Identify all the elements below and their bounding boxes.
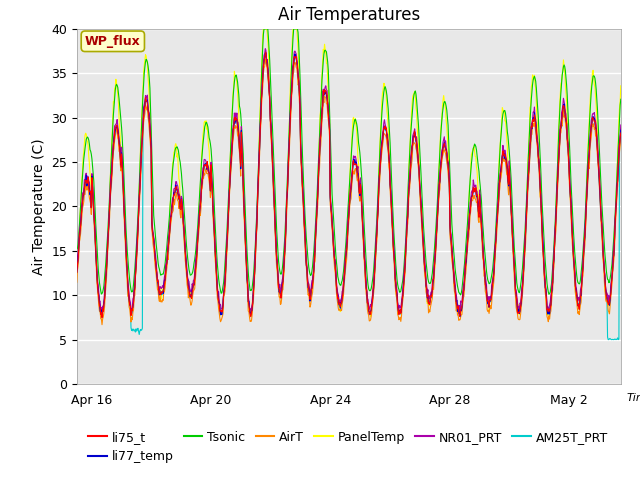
Title: Air Temperatures: Air Temperatures <box>278 6 420 24</box>
Text: Time: Time <box>626 393 640 403</box>
Text: WP_flux: WP_flux <box>85 35 141 48</box>
Y-axis label: Air Temperature (C): Air Temperature (C) <box>31 138 45 275</box>
Legend: li75_t, li77_temp, Tsonic, AirT, PanelTemp, NR01_PRT, AM25T_PRT: li75_t, li77_temp, Tsonic, AirT, PanelTe… <box>83 426 613 468</box>
